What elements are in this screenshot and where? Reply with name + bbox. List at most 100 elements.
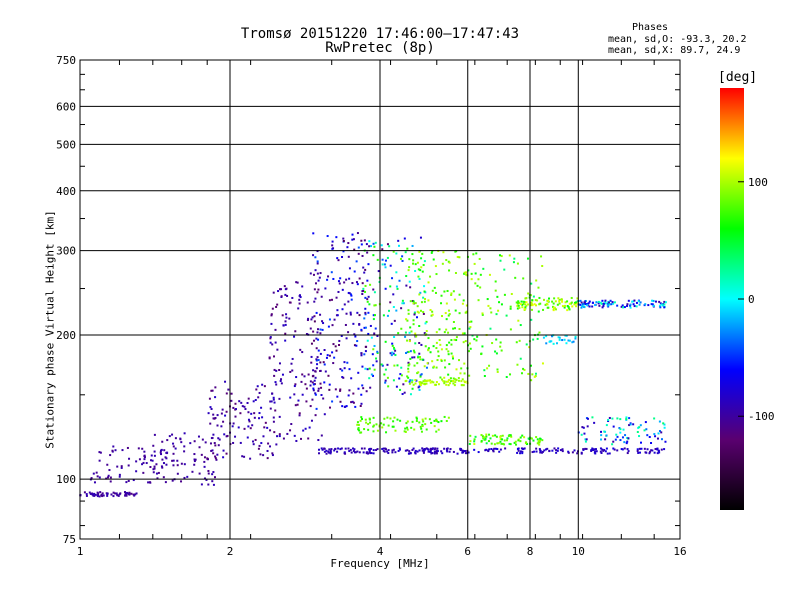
data-point [130,492,133,495]
data-point [101,492,104,495]
data-point [372,430,375,433]
data-point [297,399,300,402]
data-point [433,383,436,386]
data-point [571,305,574,308]
data-point [305,387,308,390]
data-point [326,354,329,357]
data-point [317,387,320,390]
data-point [213,442,216,445]
data-point [89,492,92,495]
data-point [143,458,146,461]
data-point [417,311,420,314]
data-point [328,299,331,302]
data-point [582,448,585,451]
data-point [623,306,626,309]
data-point [416,310,419,313]
data-point [440,359,443,362]
data-point [523,369,526,372]
data-point [314,414,317,417]
data-point [278,415,281,418]
data-point [266,449,269,452]
data-point [524,303,527,306]
data-point [214,386,217,389]
data-point [373,291,376,294]
data-point [401,302,404,305]
data-point [491,342,494,345]
data-point [496,448,499,451]
data-point [597,300,600,303]
data-point [392,346,395,349]
data-point [607,301,610,304]
data-point [447,416,450,419]
data-point [325,356,328,359]
data-point [481,312,484,315]
data-point [394,429,397,432]
data-point [629,303,632,306]
data-point [412,349,415,352]
data-point [443,415,446,418]
data-point [368,451,371,454]
data-point [501,438,504,441]
data-point [354,405,357,408]
data-point [551,449,554,452]
data-point [357,246,360,249]
data-point [494,350,497,353]
data-point [523,308,526,311]
data-point [619,431,622,434]
data-point [316,260,319,263]
data-point [120,466,123,469]
data-point [546,306,549,309]
data-point [522,302,525,305]
data-point [401,299,404,302]
data-point [557,297,560,300]
data-point [317,448,320,451]
data-point [401,393,404,396]
data-point [421,425,424,428]
data-point [575,305,578,308]
data-point [372,425,375,428]
data-point [658,420,661,423]
data-point [555,308,558,311]
data-point [323,447,326,450]
data-point [310,419,313,422]
data-point [536,337,539,340]
data-point [367,263,370,266]
data-point [306,301,309,304]
data-point [372,318,375,321]
data-point [320,295,323,298]
data-point [433,452,436,455]
data-point [599,301,602,304]
data-point [508,442,511,445]
data-point [399,257,402,260]
data-point [358,277,361,280]
data-point [143,450,146,453]
data-point [629,304,632,307]
data-point [421,358,424,361]
data-point [160,453,163,456]
data-point [315,347,318,350]
data-point [97,493,100,496]
data-point [521,452,524,455]
data-point [509,328,512,331]
data-point [309,272,312,275]
data-point [515,443,518,446]
data-point [384,379,387,382]
data-point [341,369,344,372]
data-point [212,433,215,436]
data-point [660,303,663,306]
data-point [360,239,363,242]
data-point [405,284,408,287]
data-point [356,311,359,314]
data-point [412,262,415,265]
data-point [640,447,643,450]
data-point [493,443,496,446]
data-point [477,451,480,454]
data-point [183,432,186,435]
data-point [516,307,519,310]
data-point [222,456,225,459]
data-point [383,450,386,453]
data-point [284,323,287,326]
data-point [516,447,519,450]
data-point [418,342,421,345]
